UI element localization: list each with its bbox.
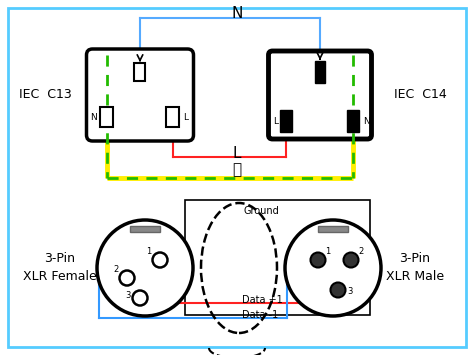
- Circle shape: [97, 220, 193, 316]
- Circle shape: [133, 290, 147, 306]
- Text: 2: 2: [113, 266, 118, 274]
- Bar: [281, 110, 292, 132]
- Text: IEC  C14: IEC C14: [393, 88, 447, 102]
- Circle shape: [119, 271, 135, 285]
- Text: N: N: [90, 113, 97, 121]
- Circle shape: [330, 283, 346, 297]
- FancyBboxPatch shape: [86, 49, 193, 141]
- Bar: [166, 107, 180, 127]
- Text: 3: 3: [347, 288, 353, 296]
- Text: XLR Female: XLR Female: [23, 269, 97, 283]
- Text: 2: 2: [358, 247, 364, 257]
- Bar: [100, 107, 113, 127]
- Bar: [315, 61, 325, 83]
- Text: L: L: [183, 113, 189, 121]
- Circle shape: [153, 252, 167, 268]
- Text: 3-Pin: 3-Pin: [45, 251, 75, 264]
- Text: 3: 3: [125, 291, 131, 300]
- Circle shape: [310, 252, 326, 268]
- Text: N: N: [231, 6, 243, 22]
- Bar: [135, 63, 146, 81]
- Text: N: N: [364, 116, 370, 126]
- Text: Data -1: Data -1: [242, 310, 278, 320]
- Text: ⏚: ⏚: [232, 163, 242, 178]
- Text: IEC  C13: IEC C13: [18, 88, 72, 102]
- Circle shape: [285, 220, 381, 316]
- Text: L: L: [273, 116, 279, 126]
- FancyBboxPatch shape: [268, 51, 372, 139]
- Text: 3-Pin: 3-Pin: [400, 251, 430, 264]
- Text: XLR Male: XLR Male: [386, 269, 444, 283]
- Bar: [347, 110, 359, 132]
- Text: 1: 1: [146, 247, 152, 257]
- Text: Ground: Ground: [244, 206, 280, 216]
- Text: Data +1: Data +1: [242, 295, 283, 305]
- Bar: [318, 226, 348, 232]
- Text: L: L: [233, 147, 241, 162]
- Circle shape: [344, 252, 358, 268]
- Bar: [130, 226, 160, 232]
- Bar: [185, 200, 370, 315]
- Text: 1: 1: [325, 247, 331, 257]
